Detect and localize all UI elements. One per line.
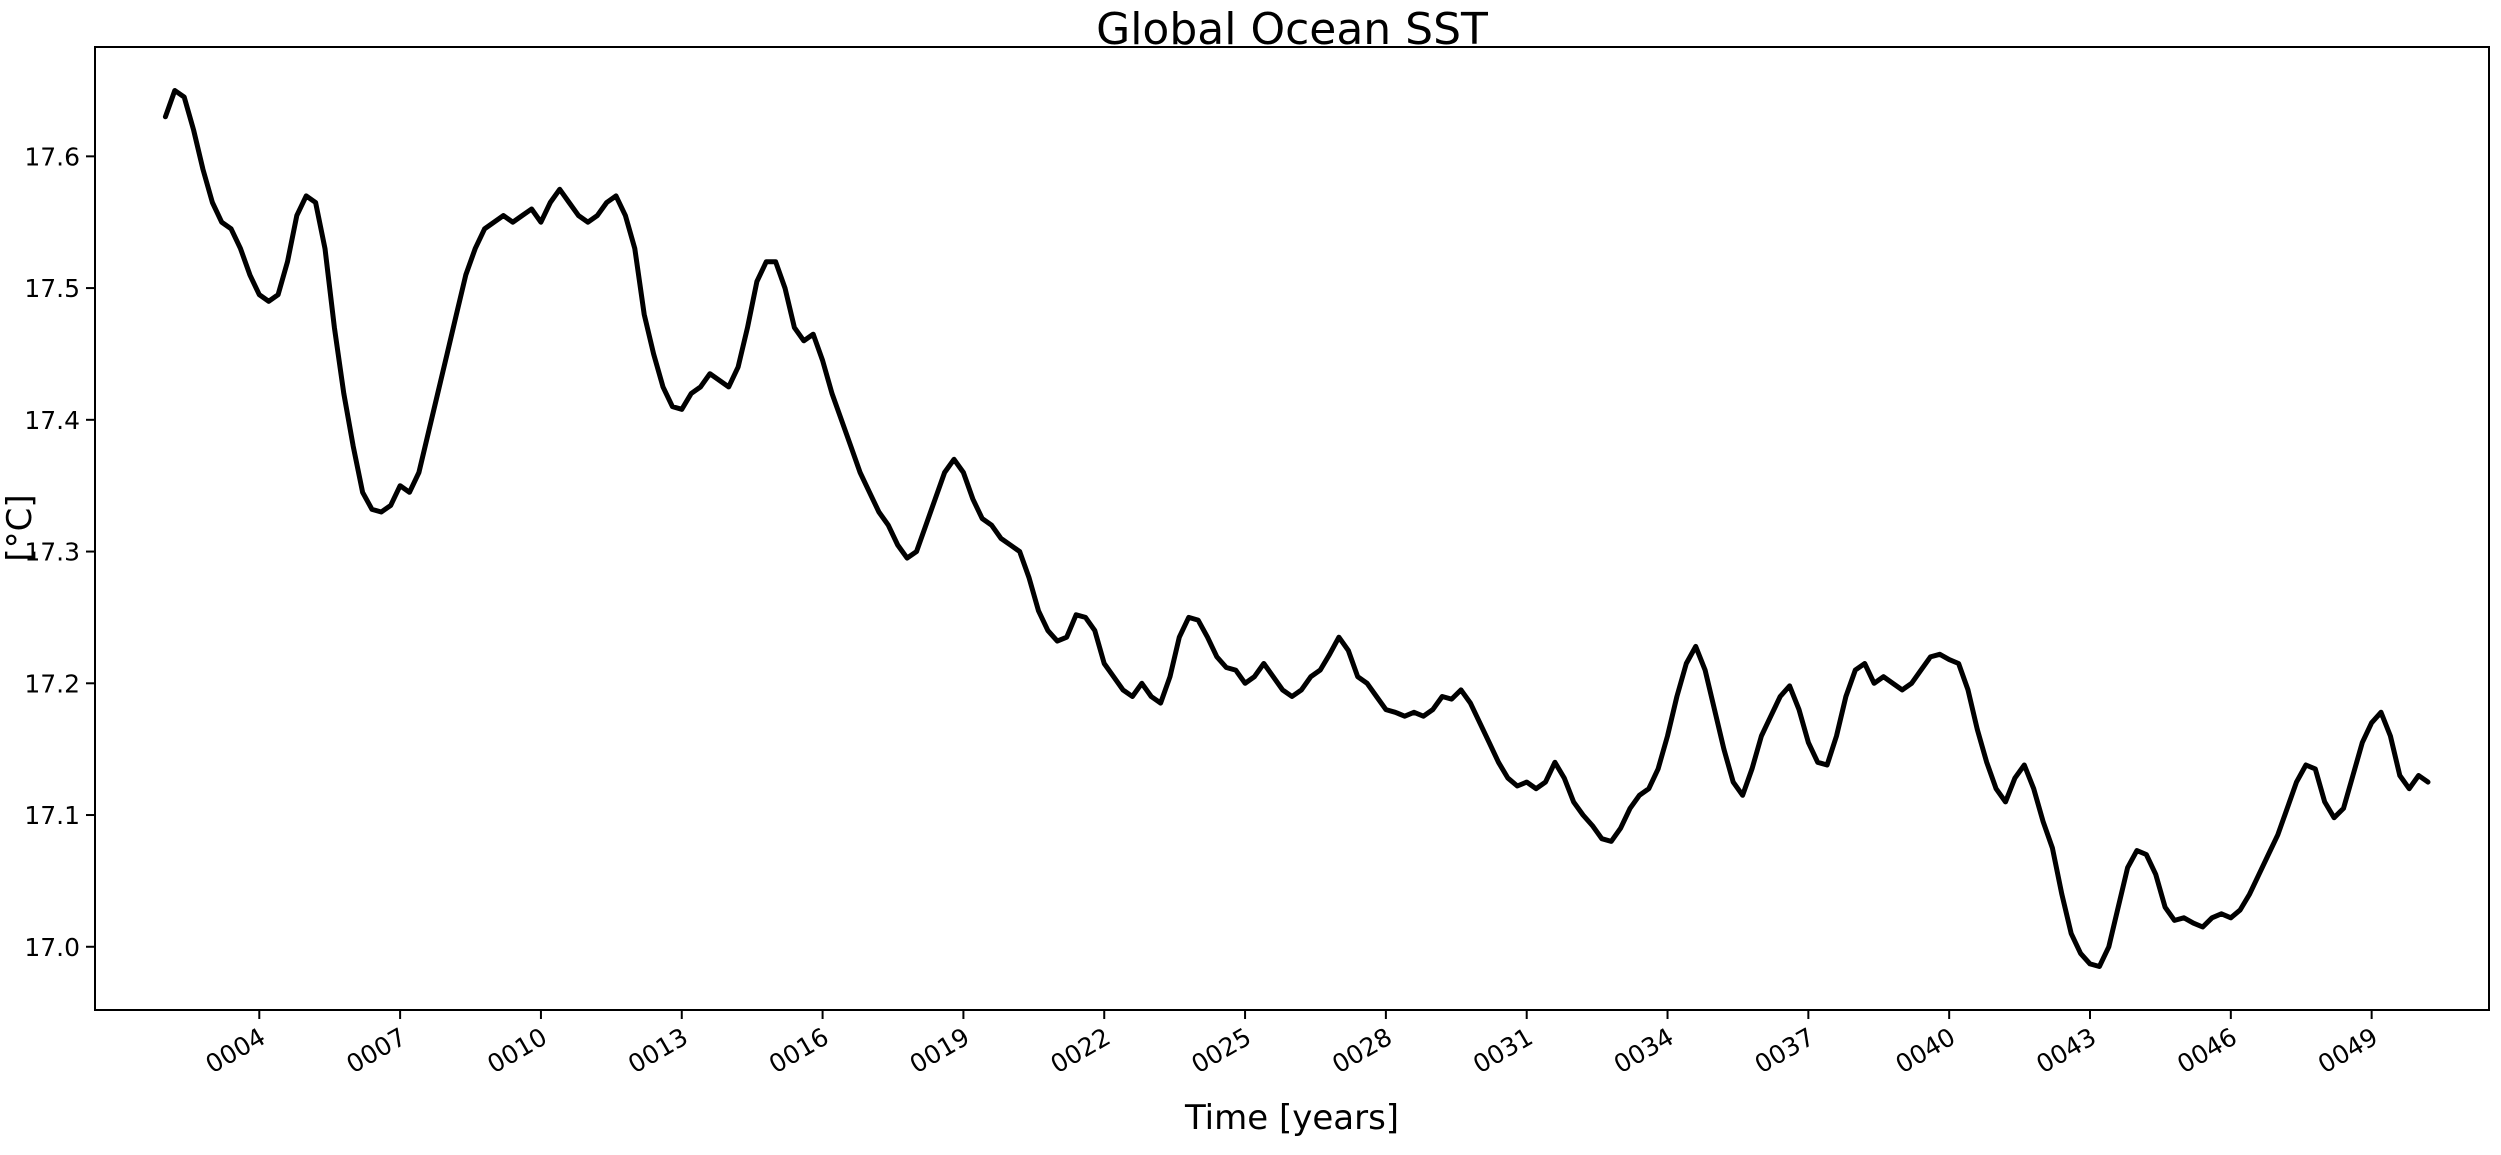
x-tick-label: 0004 <box>201 1022 271 1079</box>
x-tick-label: 0034 <box>1609 1022 1679 1079</box>
plot-frame <box>94 46 2490 1011</box>
x-tick-label: 0037 <box>1750 1022 1820 1079</box>
x-tick-label: 0043 <box>2031 1022 2101 1079</box>
x-tick-label: 0010 <box>482 1022 552 1079</box>
x-tick-label: 0022 <box>1046 1022 1116 1079</box>
x-tick-label: 0040 <box>1891 1022 1961 1079</box>
y-tick-label: 17.4 <box>24 406 80 435</box>
x-tick-label: 0016 <box>764 1022 834 1079</box>
x-tick-label: 0031 <box>1468 1022 1538 1079</box>
y-tick-label: 17.3 <box>24 538 80 567</box>
y-tick-label: 17.0 <box>24 933 80 962</box>
x-tick-label: 0046 <box>2172 1022 2242 1079</box>
x-tick-label: 0028 <box>1327 1022 1397 1079</box>
y-axis-label: [°C] <box>0 494 40 562</box>
sst-series-line <box>162 88 2431 969</box>
y-tick-label: 17.2 <box>24 669 80 698</box>
y-tick-label: 17.1 <box>24 801 80 830</box>
y-tick-label: 17.6 <box>24 142 80 171</box>
chart-title: Global Ocean SST <box>1096 4 1488 55</box>
x-tick-label: 0007 <box>342 1022 412 1079</box>
x-tick-label: 0049 <box>2313 1022 2383 1079</box>
y-tick-label: 17.5 <box>24 274 80 303</box>
x-tick-label: 0013 <box>623 1022 693 1079</box>
x-tick-label: 0025 <box>1186 1022 1256 1079</box>
x-axis-label: Time [years] <box>1184 1098 1400 1138</box>
x-tick-label: 0019 <box>905 1022 975 1079</box>
